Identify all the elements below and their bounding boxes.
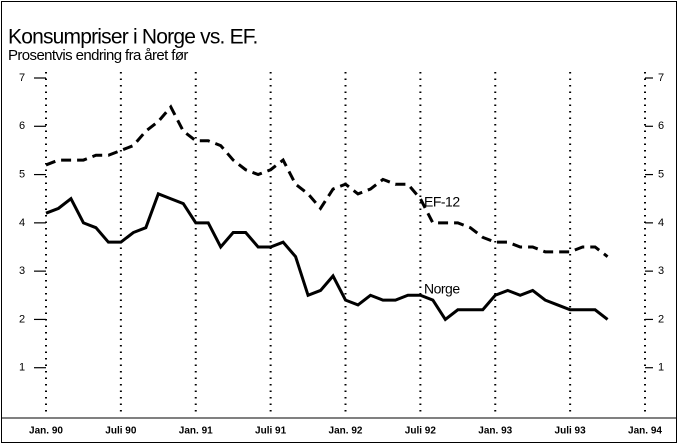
y-tick-label-right: 2 — [658, 313, 664, 325]
x-tick-label: Juli 92 — [405, 426, 437, 437]
chart-title: Konsumpriser i Norge vs. EF. — [8, 26, 258, 49]
y-tick-label-right: 3 — [658, 265, 664, 277]
y-tick-label-right: 6 — [658, 120, 664, 132]
y-tick-label: 7 — [19, 72, 25, 84]
y-tick-label: 3 — [19, 265, 25, 277]
x-tick-label: Juli 91 — [255, 426, 287, 437]
x-tick-label: Jan. 94 — [628, 426, 662, 437]
y-tick-label: 6 — [19, 120, 25, 132]
x-tick-label: Jan. 91 — [179, 426, 213, 437]
y-tick-label-right: 4 — [658, 217, 664, 229]
series-label: EF-12 — [424, 194, 460, 210]
x-tick-label: Jan. 90 — [29, 426, 63, 437]
y-tick-label-right: 5 — [658, 168, 664, 180]
x-tick-label: Juli 93 — [555, 426, 587, 437]
y-tick-label: 4 — [19, 217, 25, 229]
x-tick-label: Jan. 93 — [478, 426, 512, 437]
y-tick-label: 1 — [19, 362, 25, 374]
y-tick-label: 2 — [19, 313, 25, 325]
series-line — [45, 191, 609, 322]
series-line — [45, 104, 609, 258]
y-tick-label-right: 7 — [658, 72, 664, 84]
y-tick-label-right: 1 — [658, 362, 664, 374]
x-tick-label: Juli 90 — [105, 426, 137, 437]
y-tick-label: 5 — [19, 168, 25, 180]
chart-subtitle: Prosentvis endring fra året før — [8, 47, 188, 64]
x-tick-label: Jan. 92 — [329, 426, 363, 437]
series-label: Norge — [424, 281, 460, 297]
